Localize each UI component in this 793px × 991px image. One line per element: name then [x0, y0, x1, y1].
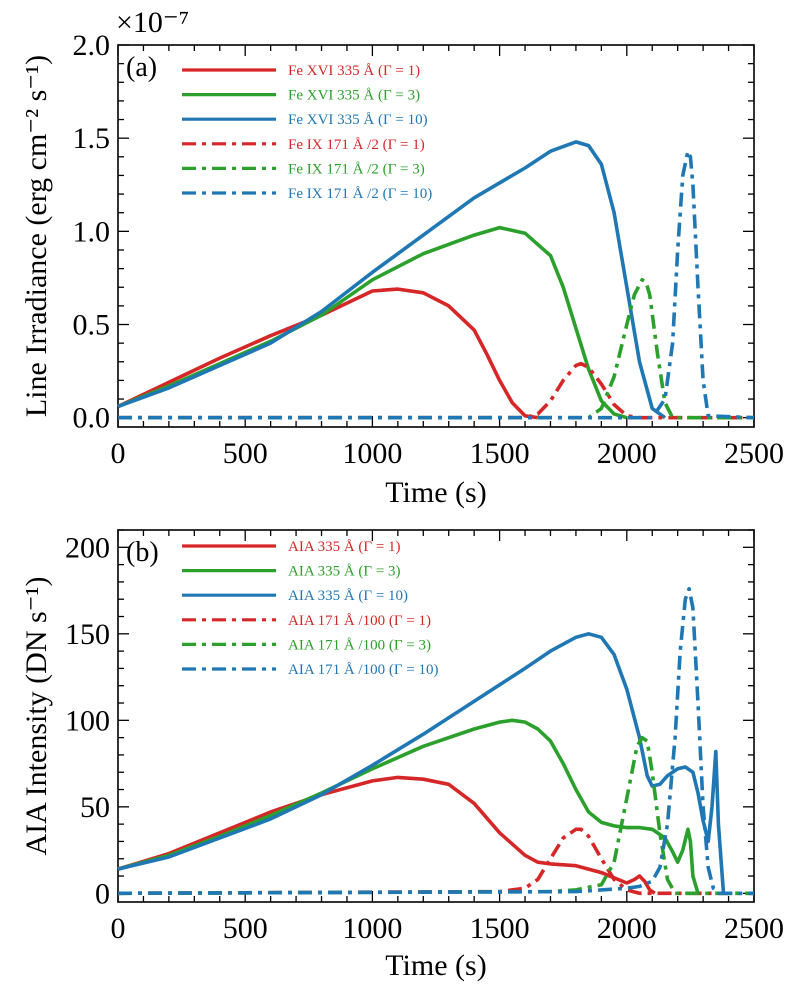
series-line-solid-0: [117, 775, 656, 895]
y-tick-label: 1.5: [73, 122, 111, 155]
ticks-a: 0 500 1000 1500 2000 2500 0.0 0.5 1.0 1.5 2.0: [73, 29, 785, 470]
x-tick-label: 500: [223, 912, 268, 945]
panel-a: (a) ×10⁻⁷ Line Irradiance (erg cm⁻² s⁻¹)…: [20, 6, 784, 509]
series-line-dashdot-4: [117, 735, 754, 896]
x-tick-label: 2500: [724, 437, 784, 470]
legend-entry: Fe XVI 335 Å (Γ = 3): [288, 88, 420, 104]
series-line-solid-0: [117, 287, 539, 420]
legend-entry: AIA 171 Å /100 (Γ = 10): [288, 662, 438, 678]
legend-b: AIA 335 Å (Γ = 1) AIA 335 Å (Γ = 3) AIA 33…: [182, 539, 438, 678]
x-tick-label: 1500: [470, 912, 530, 945]
series-line-dashdot-4: [118, 278, 754, 420]
legend-entry: AIA 335 Å (Γ = 3): [288, 564, 401, 580]
x-tick-label: 1000: [342, 912, 402, 945]
y-tick-label: 1.0: [73, 215, 111, 248]
x-tick-label: 1000: [342, 437, 402, 470]
legend-entry: AIA 171 Å /100 (Γ = 1): [288, 613, 431, 629]
x-tick-label: 0: [111, 912, 126, 945]
panel-b: (b) AIA Intensity (DN s⁻¹) Time (s) 0 500…: [20, 529, 784, 982]
y-tick-label: 0: [95, 877, 110, 910]
x-tick-label: 0: [111, 437, 126, 470]
series-line-solid-2: [117, 140, 667, 420]
legend-entry: Fe IX 171 Å /2 (Γ = 10): [288, 186, 432, 202]
ticks-b: 0 500 1000 1500 2000 2500 0 50 100 150 200: [65, 529, 784, 945]
y-axis-label-b: AIA Intensity (DN s⁻¹): [20, 577, 53, 856]
y-tick-label: 0.0: [73, 402, 111, 435]
x-tick-label: 2500: [724, 912, 784, 945]
legend-entry: AIA 335 Å (Γ = 10): [288, 588, 408, 604]
series-line-solid-1: [117, 225, 628, 420]
x-tick-label: 500: [223, 437, 268, 470]
series-lines-b: [117, 587, 754, 896]
y-tick-label: 0.5: [73, 309, 111, 342]
x-tick-label: 2000: [597, 437, 657, 470]
x-axis-label-a: Time (s): [385, 476, 486, 509]
series-line-dashdot-3: [118, 361, 754, 420]
series-line-dashdot-3: [117, 827, 754, 896]
legend-entry: Fe XVI 335 Å (Γ = 10): [288, 112, 428, 128]
series-line-dashdot-5: [118, 149, 755, 420]
exponent-label-a: ×10⁻⁷: [116, 6, 189, 39]
y-tick-label: 100: [65, 704, 110, 737]
legend-entry: AIA 171 Å /100 (Γ = 3): [288, 637, 431, 653]
plot-frame-a: [117, 44, 755, 428]
x-tick-label: 1500: [470, 437, 530, 470]
panel-label-a: (a): [126, 52, 157, 83]
panel-label-b: (b): [126, 537, 159, 568]
legend-entry: AIA 335 Å (Γ = 1): [288, 539, 401, 555]
y-axis-label-a: Line Irradiance (erg cm⁻² s⁻¹): [20, 55, 53, 417]
y-tick-label: 2.0: [73, 29, 111, 62]
legend-entry: Fe IX 171 Å /2 (Γ = 1): [288, 137, 425, 153]
x-axis-label-b: Time (s): [385, 949, 486, 982]
legend-entry: Fe XVI 335 Å (Γ = 1): [288, 63, 420, 79]
series-line-solid-2: [117, 632, 726, 894]
series-line-dashdot-5: [117, 587, 754, 896]
y-tick-label: 150: [65, 618, 110, 651]
y-tick-label: 200: [65, 531, 110, 564]
x-tick-label: 2000: [597, 912, 657, 945]
series-lines-a: [117, 140, 755, 420]
plot-frame-b: [117, 529, 755, 903]
legend-entry: Fe IX 171 Å /2 (Γ = 3): [288, 161, 425, 177]
y-tick-label: 50: [80, 791, 110, 824]
legend-a: Fe XVI 335 Å (Γ = 1) Fe XVI 335 Å (Γ = 3)…: [182, 63, 432, 202]
